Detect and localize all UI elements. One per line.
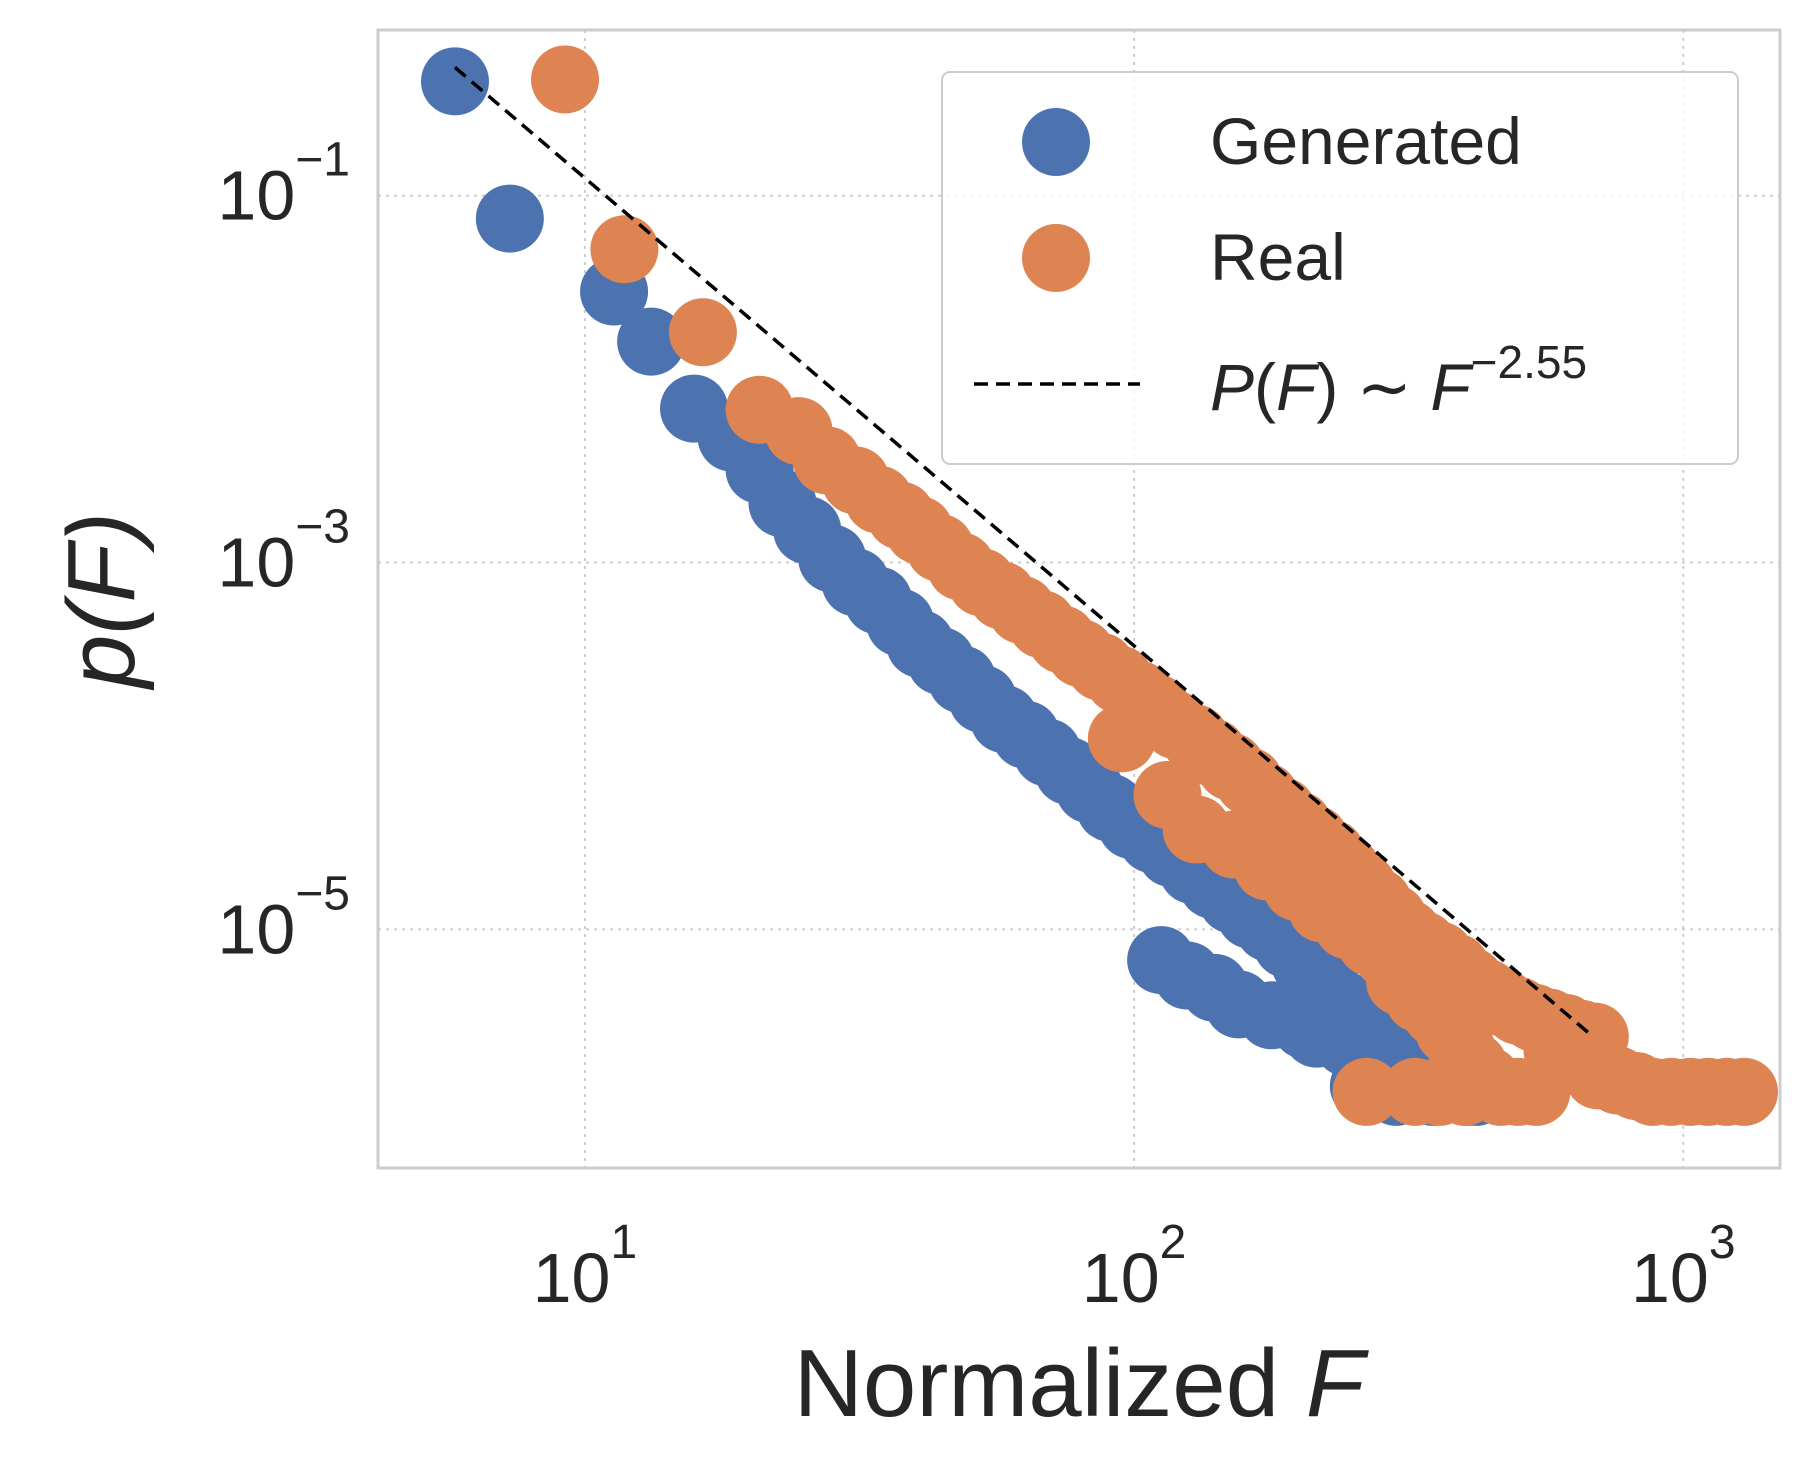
point-generated <box>1282 999 1351 1068</box>
point-real <box>1430 1057 1499 1126</box>
y-tick-label: 10−5 <box>217 867 350 968</box>
point-generated <box>617 307 686 376</box>
point-real <box>531 45 600 114</box>
point-real <box>1087 704 1156 773</box>
y-tick-label: 10−1 <box>217 134 350 235</box>
point-generated <box>1127 926 1196 995</box>
fit-line <box>453 66 1593 1037</box>
point-real <box>668 298 737 367</box>
legend-label-fit: P(F) ∼ F−2.55 <box>1210 336 1587 424</box>
y-axis-ticks: 10−1 10−3 10−5 <box>217 134 350 969</box>
legend-marker-real <box>1022 224 1090 292</box>
point-generated <box>420 47 489 116</box>
legend-box <box>941 71 1739 465</box>
data-layer <box>420 45 1779 1126</box>
point-real <box>1332 1057 1401 1126</box>
y-tick-label: 10−3 <box>217 501 350 602</box>
x-axis-ticks: 101 102 103 <box>533 1216 1736 1317</box>
point-real <box>1133 761 1202 830</box>
legend-label-real: Real <box>1210 220 1346 294</box>
point-generated <box>475 184 544 253</box>
x-axis-title: Normalized F <box>794 1330 1370 1437</box>
plot-frame <box>376 28 1782 1170</box>
x-tick-label: 103 <box>1631 1216 1736 1317</box>
point-real <box>1502 1057 1571 1126</box>
x-tick-label: 101 <box>533 1216 638 1317</box>
point-real <box>1710 1057 1779 1126</box>
point-generated <box>1180 953 1249 1022</box>
series-real <box>531 45 1779 1126</box>
x-tick-label: 102 <box>1082 1216 1187 1317</box>
point-real <box>590 215 659 284</box>
y-axis-title: p(F) <box>48 512 155 691</box>
legend: Generated Real P(F) ∼ F−2.55 <box>941 71 1739 465</box>
legend-marker-generated <box>1022 108 1090 176</box>
legend-label-generated: Generated <box>1210 104 1522 178</box>
